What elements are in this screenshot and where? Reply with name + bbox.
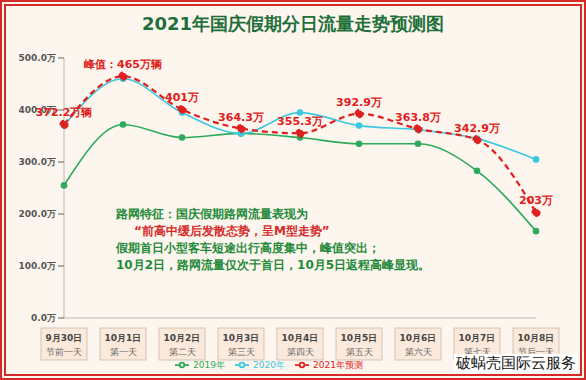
svg-text:10月5日: 10月5日 xyxy=(341,333,378,343)
html-text:10月2日，路网流量仅次于首日，10月5日返程高峰显现。: 10月2日，路网流量仅次于首日，10月5日返程高峰显现。 xyxy=(116,258,431,272)
svg-text:203万: 203万 xyxy=(519,194,553,207)
html-text:路网特征：国庆假期路网流量表现为: 路网特征：国庆假期路网流量表现为 xyxy=(116,207,308,221)
svg-text:10月3日: 10月3日 xyxy=(223,333,260,343)
html-text:假期首日小型客车短途出行高度集中，峰值突出；: 假期首日小型客车短途出行高度集中，峰值突出； xyxy=(116,241,380,255)
svg-text:第一天: 第一天 xyxy=(110,347,137,357)
svg-text:10月7日: 10月7日 xyxy=(459,333,496,343)
svg-text:第四天: 第四天 xyxy=(287,347,314,357)
html-text:2021年国庆假期分日流量走势预测图: 2021年国庆假期分日流量走势预测图 xyxy=(141,13,444,34)
svg-text:第二天: 第二天 xyxy=(169,347,196,357)
svg-text:10月6日: 10月6日 xyxy=(400,333,437,343)
svg-text:10月2日: 10月2日 xyxy=(164,333,201,343)
svg-text:第七天: 第七天 xyxy=(463,347,491,357)
html-text:“前高中缓后发散态势，呈M型走势”: “前高中缓后发散态势，呈M型走势” xyxy=(134,224,330,238)
html-text:2020年: 2020年 xyxy=(253,359,285,370)
svg-text:355.3万: 355.3万 xyxy=(277,115,323,128)
svg-text:342.9万: 342.9万 xyxy=(454,122,500,135)
svg-text:500.0万: 500.0万 xyxy=(19,53,56,63)
svg-text:372.2万辆: 372.2万辆 xyxy=(36,106,93,119)
svg-text:第六天: 第六天 xyxy=(405,347,432,357)
svg-text:10月1日: 10月1日 xyxy=(105,333,142,343)
svg-text:392.9万: 392.9万 xyxy=(336,96,382,109)
svg-text:节前一天: 节前一天 xyxy=(46,347,82,357)
svg-text:第三天: 第三天 xyxy=(228,347,255,357)
html-text:2021年预测: 2021年预测 xyxy=(313,359,363,370)
html-text:2019年: 2019年 xyxy=(193,359,225,370)
svg-text:9月30日: 9月30日 xyxy=(46,333,83,343)
svg-text:10月8日: 10月8日 xyxy=(518,333,555,343)
svg-text:10月4日: 10月4日 xyxy=(282,333,319,343)
svg-text:节后一天: 节后一天 xyxy=(518,347,554,357)
svg-text:364.3万: 364.3万 xyxy=(218,111,264,124)
html-text:破蜗壳国际云服务: 破蜗壳国际云服务 xyxy=(456,354,576,372)
svg-text:363.8万: 363.8万 xyxy=(395,111,441,124)
svg-text:0.0万: 0.0万 xyxy=(31,313,56,323)
svg-text:100.0万: 100.0万 xyxy=(19,261,56,271)
svg-text:峰值：465万辆: 峰值：465万辆 xyxy=(84,58,162,71)
svg-text:200.0万: 200.0万 xyxy=(19,209,56,219)
svg-text:300.0万: 300.0万 xyxy=(19,157,56,167)
svg-text:401万: 401万 xyxy=(165,91,199,104)
svg-text:第五天: 第五天 xyxy=(346,347,373,357)
